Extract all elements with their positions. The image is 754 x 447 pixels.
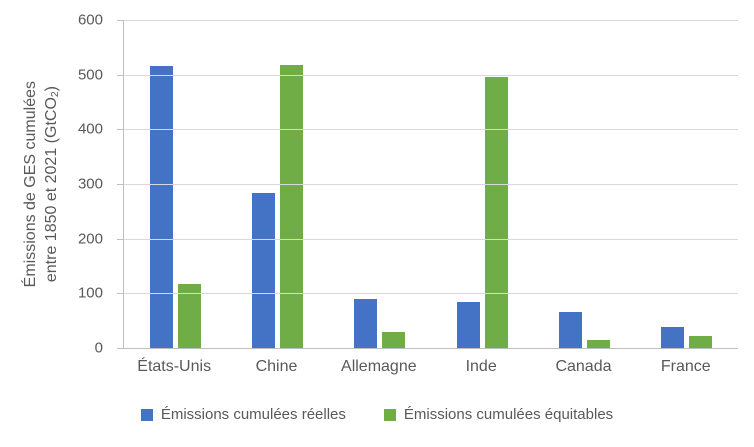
legend-item-reelles: Émissions cumulées réelles <box>140 406 346 423</box>
bar-groups <box>124 20 738 348</box>
x-label-chine: Chine <box>255 358 298 375</box>
bar-reelles-allemagne <box>354 298 378 348</box>
bar-equitables-inde <box>484 77 508 348</box>
bar-reelles-inde <box>456 302 480 348</box>
y-tick-label-600: 600 <box>77 11 103 29</box>
gridline-200 <box>124 238 738 240</box>
x-label-canada: Canada <box>555 358 612 375</box>
y-tick-label-300: 300 <box>77 175 103 193</box>
gridline-500 <box>124 74 738 76</box>
y-tick-mark-200 <box>117 238 124 240</box>
bar-group-inde <box>431 20 533 348</box>
gridline-300 <box>124 184 738 185</box>
x-label-allemagne: Allemagne <box>341 358 417 375</box>
y-tick-mark-100 <box>117 293 124 295</box>
y-tick-label-500: 500 <box>77 66 103 84</box>
bar-reelles-france <box>661 327 685 348</box>
x-label-inde: Inde <box>465 358 497 375</box>
gridline-100 <box>124 293 738 295</box>
y-tick-label-100: 100 <box>77 284 103 302</box>
y-tick-label-200: 200 <box>77 230 103 248</box>
bar-equitables-chine <box>279 64 303 348</box>
x-axis-labels: États-Unis Chine Allemagne Inde Canada F… <box>123 358 737 376</box>
gridline-400 <box>124 129 738 131</box>
bar-reelles-chine <box>251 193 275 348</box>
gridline-600 <box>124 20 738 21</box>
legend-label-equitables: Émissions cumulées équitables <box>403 406 614 423</box>
x-label-etats-unis: États-Unis <box>137 358 212 375</box>
bar-equitables-allemagne <box>382 331 406 348</box>
bar-equitables-canada <box>586 340 610 348</box>
y-tick-label-400: 400 <box>77 120 103 138</box>
legend: Émissions cumulées réelles Émissions cum… <box>0 406 754 423</box>
bar-equitables-etats-unis <box>177 283 201 348</box>
y-axis-title-line1: Émissions de GES cumulées <box>22 80 40 288</box>
bar-reelles-etats-unis <box>149 66 173 348</box>
y-tick-mark-600 <box>117 20 124 21</box>
x-label-france: France <box>660 358 711 375</box>
y-tick-mark-500 <box>117 74 124 76</box>
y-tick-mark-400 <box>117 129 124 131</box>
bar-reelles-canada <box>558 312 582 348</box>
bar-group-allemagne <box>329 20 431 348</box>
bar-group-france <box>636 20 738 348</box>
y-tick-mark-0 <box>117 348 124 349</box>
y-axis-tick-labels: 0 100 200 300 400 500 600 <box>52 12 103 357</box>
legend-swatch-reelles-icon <box>140 408 153 421</box>
bar-equitables-france <box>689 335 713 348</box>
bar-group-chine <box>226 20 328 348</box>
legend-item-equitables: Émissions cumulées équitables <box>383 406 614 423</box>
plot-area <box>117 20 738 349</box>
bar-group-etats-unis <box>124 20 226 348</box>
bar-group-canada <box>533 20 635 348</box>
legend-label-reelles: Émissions cumulées réelles <box>160 406 346 423</box>
legend-swatch-equitables-icon <box>383 408 396 421</box>
y-tick-mark-300 <box>117 184 124 185</box>
y-tick-label-0: 0 <box>94 339 103 357</box>
